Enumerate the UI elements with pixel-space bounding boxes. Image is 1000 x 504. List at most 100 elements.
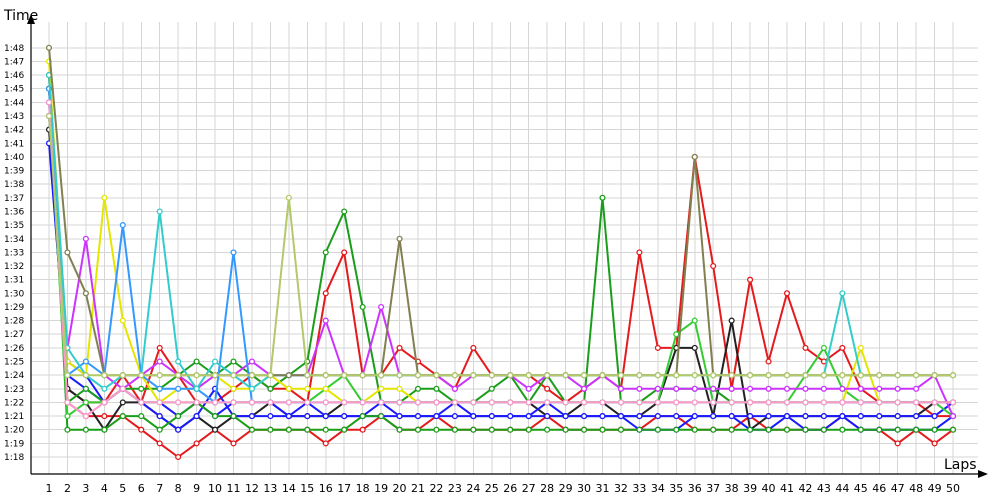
data-point <box>175 385 182 392</box>
data-point <box>876 385 883 392</box>
data-point <box>119 385 126 392</box>
data-point <box>341 426 348 433</box>
series-line <box>48 115 954 377</box>
x-tick-label: 7 <box>156 482 163 495</box>
x-tick-label: 10 <box>208 482 222 495</box>
data-point <box>156 344 163 351</box>
data-point <box>433 385 440 392</box>
data-point <box>728 426 735 433</box>
data-point <box>285 426 292 433</box>
data-point <box>322 372 329 379</box>
data-point <box>451 372 458 379</box>
data-point <box>64 399 71 406</box>
data-point <box>267 385 274 392</box>
data-point <box>470 426 477 433</box>
data-point <box>156 426 163 433</box>
x-tick-label: 17 <box>337 482 351 495</box>
data-point <box>580 413 588 420</box>
data-point <box>802 385 809 392</box>
data-point <box>64 413 71 420</box>
x-tick-label: 39 <box>743 482 757 495</box>
data-point <box>267 413 274 420</box>
data-point <box>175 399 182 406</box>
x-tick-label: 30 <box>577 482 591 495</box>
data-point <box>156 358 163 365</box>
y-tick-label: 1:43 <box>4 112 24 122</box>
data-point <box>248 413 256 420</box>
data-point <box>156 372 163 379</box>
data-point <box>341 372 348 379</box>
data-point <box>396 344 403 351</box>
y-tick-label: 1:40 <box>4 153 24 163</box>
data-point <box>654 372 661 379</box>
data-point <box>378 413 385 420</box>
data-point <box>322 399 329 406</box>
data-point <box>378 372 385 379</box>
data-point <box>580 385 588 392</box>
data-point <box>488 385 495 392</box>
data-point <box>378 385 385 392</box>
y-tick-label: 1:20 <box>4 426 24 436</box>
data-point <box>414 372 422 379</box>
y-tick-label: 1:45 <box>4 85 24 95</box>
data-point <box>285 372 292 379</box>
data-point <box>747 385 754 392</box>
data-point <box>64 372 71 379</box>
data-point <box>728 317 735 324</box>
data-point <box>691 413 698 420</box>
x-tick-label: 4 <box>101 482 108 495</box>
data-point <box>636 372 643 379</box>
data-point <box>396 372 403 379</box>
data-point <box>45 44 53 51</box>
data-point <box>378 303 385 311</box>
data-point <box>451 426 458 433</box>
data-point <box>82 385 89 392</box>
data-point <box>747 399 754 406</box>
x-tick-label: 34 <box>651 482 665 495</box>
y-tick-label: 1:29 <box>4 303 24 313</box>
y-tick-label: 1:21 <box>4 412 24 422</box>
data-point <box>654 426 661 433</box>
data-point <box>894 413 901 420</box>
data-point <box>820 426 827 433</box>
data-point <box>101 385 108 392</box>
data-point <box>783 372 791 379</box>
data-point <box>913 385 920 392</box>
data-point <box>341 413 348 420</box>
x-tick-label: 31 <box>596 482 610 495</box>
series-line <box>48 102 954 418</box>
x-tick-label: 44 <box>835 482 849 495</box>
data-point <box>765 372 772 379</box>
data-point <box>64 249 71 256</box>
data-point <box>248 385 256 392</box>
data-point <box>617 413 624 420</box>
data-point <box>710 413 717 420</box>
data-point <box>470 399 477 406</box>
x-tick-label: 15 <box>300 482 314 495</box>
data-point <box>636 249 643 256</box>
data-point <box>599 372 606 379</box>
data-point <box>193 372 200 379</box>
data-point <box>544 413 551 420</box>
x-tick-label: 48 <box>909 482 923 495</box>
data-point <box>691 372 698 379</box>
data-point <box>691 344 698 351</box>
series-line <box>48 88 954 404</box>
series-12 <box>45 72 957 392</box>
data-point <box>580 372 588 379</box>
data-point <box>857 385 864 392</box>
data-point <box>949 426 957 433</box>
data-point <box>654 413 661 420</box>
data-point <box>673 413 680 420</box>
data-point <box>304 426 311 433</box>
data-point <box>82 235 89 242</box>
data-point <box>931 399 938 406</box>
data-point <box>341 399 348 406</box>
data-point <box>451 385 458 392</box>
data-point <box>156 385 163 392</box>
y-tick-label: 1:30 <box>4 289 24 299</box>
data-point <box>562 413 569 420</box>
data-point <box>857 426 864 433</box>
data-point <box>617 399 624 406</box>
x-tick-label: 33 <box>632 482 646 495</box>
